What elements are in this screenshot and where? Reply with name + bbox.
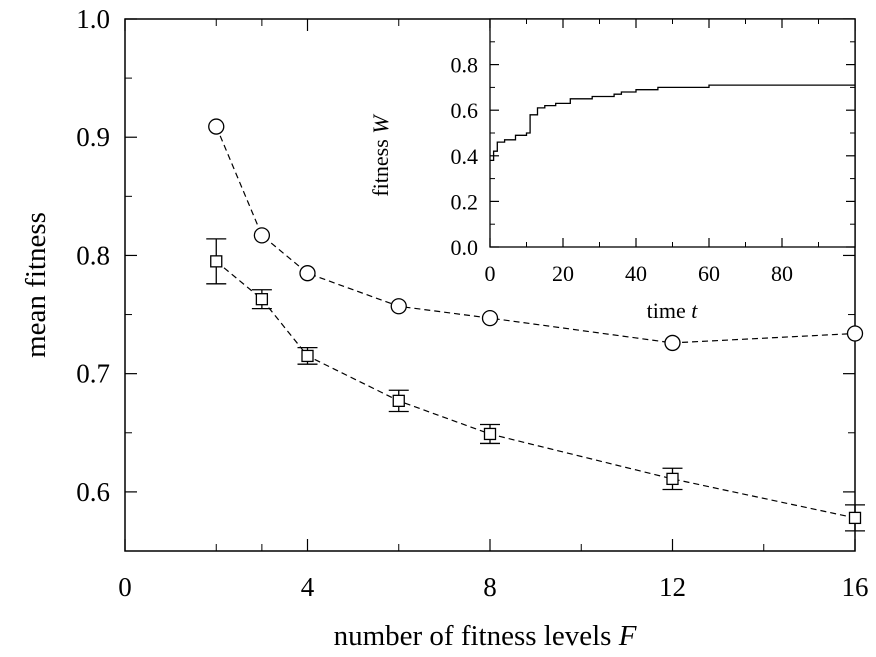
inset-series [490,84,855,162]
inset-ticks [489,19,855,248]
x-tick-label: 60 [698,261,720,286]
y-tick-label: 0.8 [76,240,110,270]
x-tick-label: 16 [842,572,869,602]
y-tick-label: 0.6 [451,98,479,123]
x-tick-label: 0 [485,261,496,286]
circle-marker [253,227,271,244]
square-marker [210,255,223,268]
y-tick-label: 0.6 [76,477,110,507]
circle-marker [481,309,499,327]
y-tick-label: 0.2 [451,189,479,214]
circle-marker [390,298,407,315]
y-axis-label: mean fitness [20,212,52,358]
x-tick-label: 8 [483,572,497,602]
inset-frame [489,18,856,248]
square-marker [666,472,679,486]
inset-series-1-line [490,84,855,162]
circle-marker [299,265,316,282]
square-marker [301,349,314,363]
x-tick-label: 4 [301,572,315,602]
inset-tick-labels: 0 20 40 60 80 0.0 0.2 0.4 0.6 0.8 [451,53,794,286]
inset-x-axis-label: time t [647,298,699,323]
inset-y-axis-label: fitness W [368,114,393,197]
x-tick-label: 12 [659,572,686,602]
y-tick-label: 1.0 [76,4,110,34]
y-tick-label: 0.4 [451,144,479,169]
circle-marker [846,325,864,342]
square-marker [483,427,497,441]
y-tick-label: 0.7 [76,359,110,389]
square-marker [392,394,405,408]
main-tick-labels: 0 4 8 12 16 0.6 0.7 0.8 0.9 1.0 [76,4,868,602]
x-tick-label: 20 [552,261,574,286]
series-2-line [215,260,856,519]
y-tick-label: 0.9 [76,122,110,152]
inset: 0 20 40 60 80 0.0 0.2 0.4 0.6 0.8 time t fitness … [368,18,856,323]
x-axis-label: number of fitness levels F [334,620,637,652]
x-tick-label: 40 [625,261,647,286]
x-tick-label: 80 [771,261,793,286]
x-tick-label: 0 [118,572,132,602]
y-tick-label: 0.8 [451,53,479,78]
y-tick-label: 0.0 [451,235,479,260]
main-series [206,118,865,532]
circle-marker [208,118,225,135]
square-marker [848,511,862,525]
circle-marker [664,334,681,352]
square-marker [255,293,269,306]
